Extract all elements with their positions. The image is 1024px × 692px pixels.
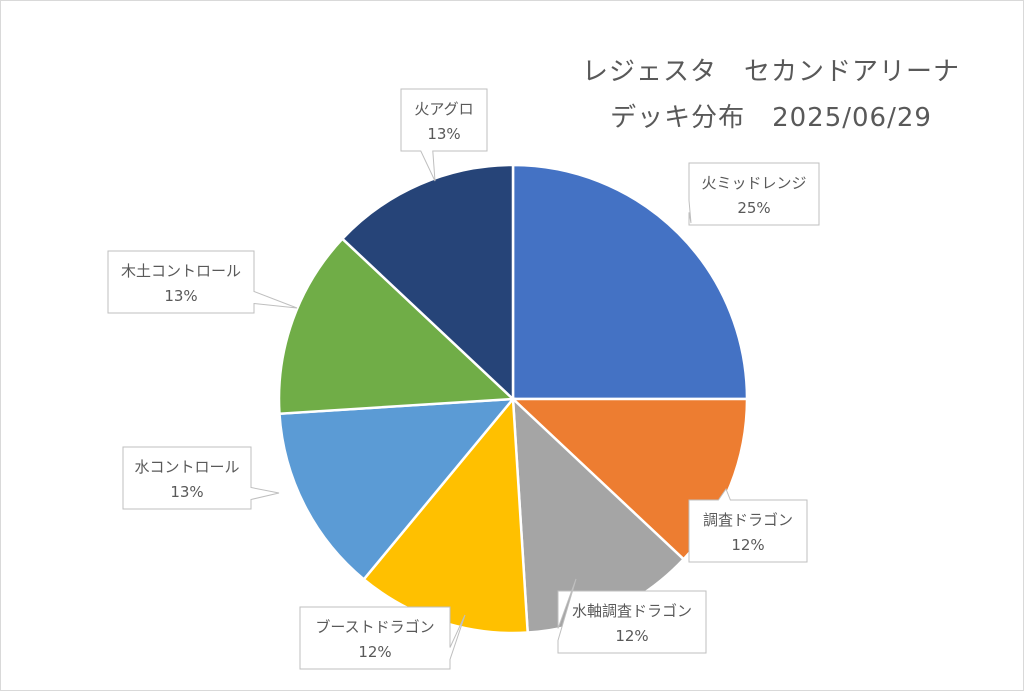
category-label: 火アグロ (414, 100, 473, 118)
percentage-label: 13% (164, 287, 197, 305)
percentage-label: 12% (358, 643, 391, 661)
data-callout: 水軸調査ドラゴン 12% (557, 578, 707, 654)
percentage-label: 13% (170, 483, 203, 501)
percentage-label: 12% (731, 536, 764, 554)
category-label: 水コントロール (134, 458, 239, 476)
pie-slices (277, 163, 749, 635)
category-label: ブーストドラゴン (315, 618, 434, 636)
category-label: 調査ドラゴン (703, 511, 793, 529)
callout-box (688, 487, 808, 563)
data-callout: 水コントロール 13% (122, 446, 280, 510)
pie-slice (277, 237, 516, 416)
pie-slice (511, 163, 749, 401)
chart-title-line-2: デッキ分布 2025/06/29 (610, 103, 932, 133)
data-callout: 火アグロ 13% (400, 88, 488, 182)
data-callout: ブーストドラゴン 12% (299, 606, 466, 670)
data-callout: 木土コントロール 13% (107, 250, 298, 314)
pie-slice (340, 163, 515, 402)
pie-slice (278, 397, 516, 582)
chart-title-line-1: レジェスタ セカンドアリーナ (581, 57, 960, 87)
callout-box (400, 88, 488, 182)
percentage-label: 13% (427, 125, 460, 143)
data-callout: 火ミッドレンジ 25% (688, 162, 820, 226)
data-callouts: 火ミッドレンジ 25% 調査ドラゴン 12% 水軸調査ドラゴン 12% ブーストドラゴン 12… (107, 88, 820, 670)
category-label: 木土コントロール (121, 262, 241, 280)
data-callout: 調査ドラゴン 12% (688, 487, 808, 563)
callout-box (122, 446, 280, 510)
percentage-label: 25% (737, 199, 770, 217)
category-label: 水軸調査ドラゴン (572, 602, 692, 620)
callout-box (557, 578, 707, 654)
category-label: 火ミッドレンジ (701, 174, 806, 192)
callout-box (107, 250, 298, 314)
callout-box (688, 162, 820, 226)
percentage-label: 12% (615, 627, 648, 645)
callout-box (299, 606, 466, 670)
